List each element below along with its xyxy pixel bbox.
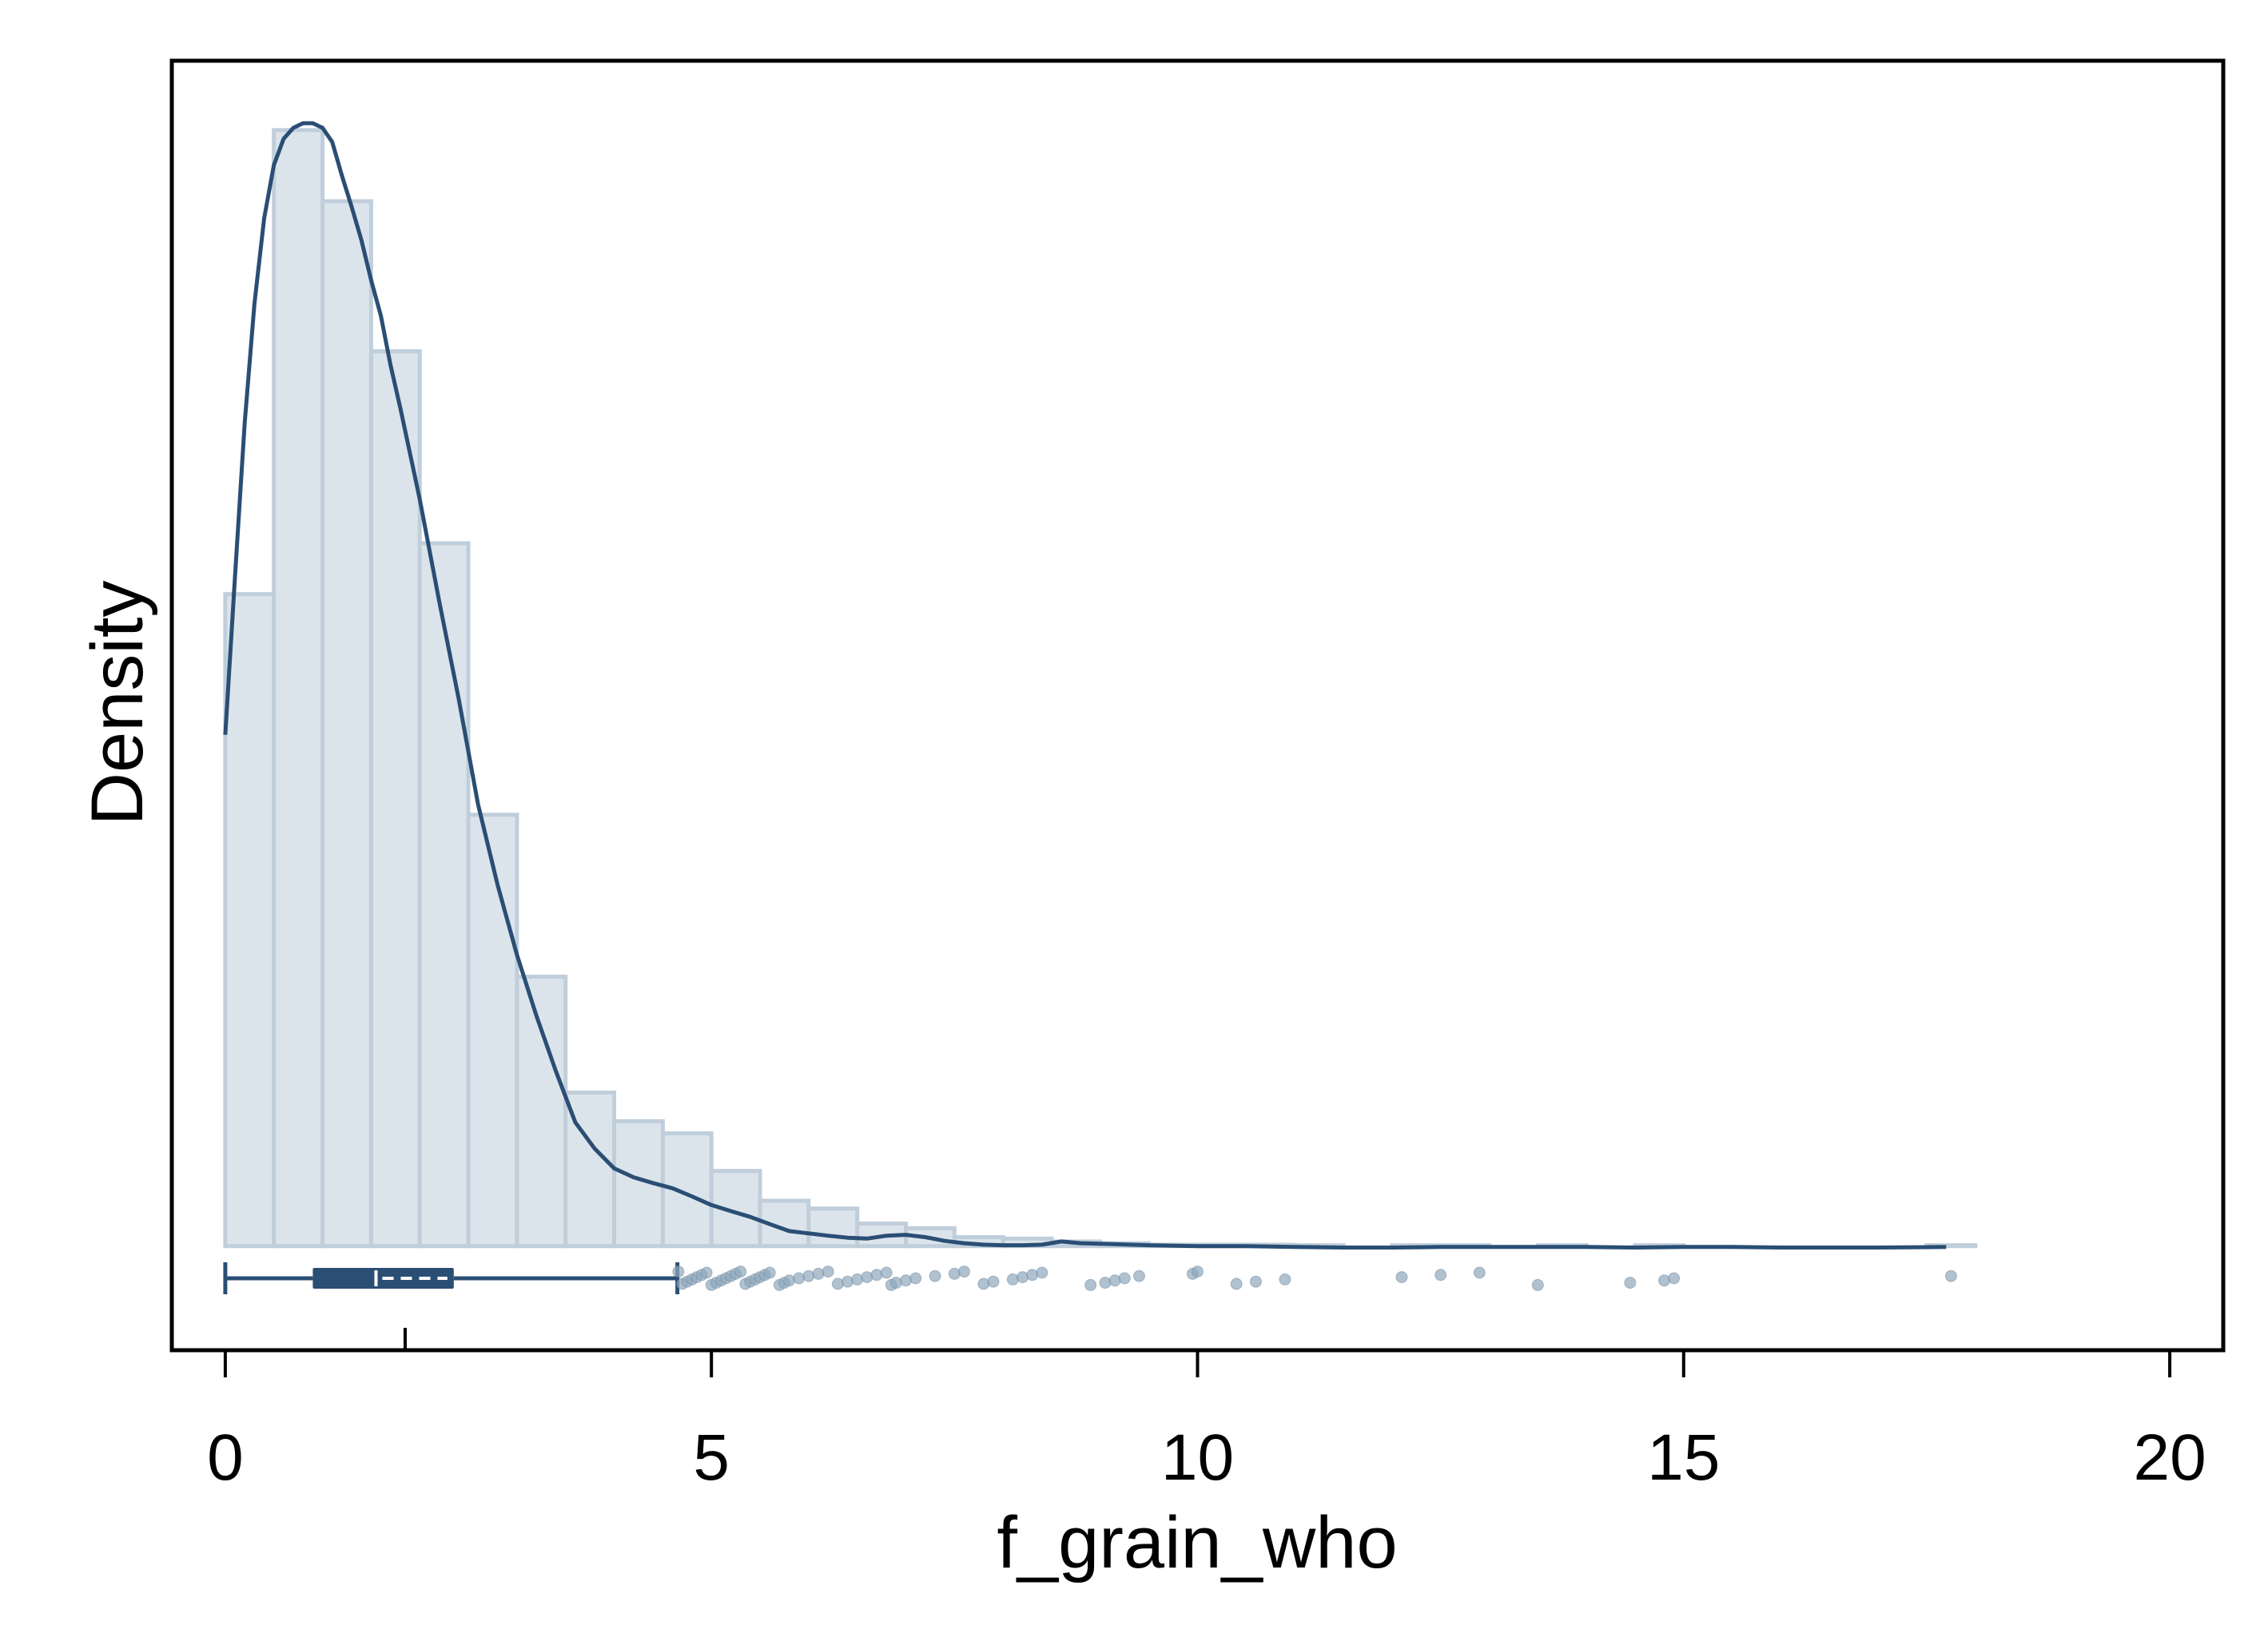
x-axis: 0 5 10 15 20 bbox=[207, 1350, 2206, 1494]
outlier-point-58 bbox=[1473, 1266, 1486, 1279]
outlier-point-52 bbox=[1192, 1266, 1204, 1278]
x-tick-label-15: 15 bbox=[1647, 1421, 1720, 1494]
y-axis-title: Density bbox=[77, 581, 158, 826]
x-tick-label-5: 5 bbox=[693, 1421, 730, 1494]
outlier-point-61 bbox=[1657, 1274, 1670, 1287]
histogram-bar-12 bbox=[806, 1206, 860, 1249]
outlier-point-56 bbox=[1395, 1271, 1408, 1284]
outlier-point-23 bbox=[793, 1272, 806, 1285]
outlier-point-13 bbox=[734, 1266, 747, 1278]
histogram-bars bbox=[223, 128, 1978, 1249]
outlier-point-44 bbox=[1026, 1269, 1039, 1281]
outlier-point-36 bbox=[909, 1272, 922, 1285]
outlier-point-19 bbox=[763, 1266, 776, 1279]
x-tick-label-20: 20 bbox=[2133, 1421, 2206, 1494]
kde-curve bbox=[223, 121, 1947, 1250]
histogram-bar-2 bbox=[320, 199, 373, 1249]
outlier-point-26 bbox=[822, 1266, 834, 1278]
histogram-bar-5 bbox=[466, 813, 519, 1249]
outlier-point-25 bbox=[812, 1267, 825, 1280]
boxplot bbox=[223, 1262, 680, 1350]
x-tick-label-10: 10 bbox=[1161, 1421, 1234, 1494]
outlier-point-55 bbox=[1279, 1273, 1291, 1285]
outlier-point-27 bbox=[831, 1277, 844, 1290]
outlier-point-38 bbox=[948, 1267, 961, 1280]
outlier-point-34 bbox=[889, 1277, 902, 1289]
outlier-point-48 bbox=[1108, 1274, 1121, 1287]
outlier-point-0 bbox=[672, 1266, 685, 1278]
outlier-point-6 bbox=[700, 1266, 713, 1279]
outlier-point-30 bbox=[861, 1271, 873, 1284]
x-tick-label-0: 0 bbox=[207, 1421, 244, 1494]
outlier-point-41 bbox=[987, 1275, 1000, 1288]
outlier-point-54 bbox=[1249, 1275, 1262, 1288]
histogram-bar-0 bbox=[223, 592, 277, 1249]
outlier-point-47 bbox=[1099, 1277, 1112, 1289]
outlier-point-53 bbox=[1230, 1277, 1243, 1290]
outlier-point-50 bbox=[1133, 1270, 1146, 1282]
outlier-point-43 bbox=[1017, 1271, 1029, 1284]
outlier-point-39 bbox=[958, 1266, 971, 1278]
outlier-points bbox=[672, 1266, 1957, 1291]
outlier-point-22 bbox=[783, 1274, 796, 1287]
outlier-point-28 bbox=[842, 1275, 854, 1288]
kde-line bbox=[223, 121, 1947, 1250]
histogram-bar-9 bbox=[660, 1131, 714, 1249]
outlier-point-46 bbox=[1084, 1278, 1097, 1291]
outlier-point-37 bbox=[929, 1270, 941, 1282]
outlier-point-59 bbox=[1531, 1278, 1544, 1291]
histogram-bar-1 bbox=[272, 128, 325, 1249]
x-axis-title: f_grain_who bbox=[997, 1502, 1397, 1583]
histogram-bar-3 bbox=[368, 349, 422, 1249]
outlier-point-62 bbox=[1668, 1272, 1681, 1285]
histogram-bar-4 bbox=[417, 541, 471, 1249]
outlier-point-42 bbox=[1006, 1273, 1019, 1285]
histogram-bar-6 bbox=[515, 974, 568, 1249]
outlier-point-63 bbox=[1944, 1270, 1957, 1282]
outlier-point-60 bbox=[1624, 1277, 1637, 1289]
outlier-point-31 bbox=[870, 1269, 883, 1281]
outlier-point-29 bbox=[851, 1273, 864, 1285]
outlier-point-32 bbox=[880, 1266, 893, 1279]
outlier-point-57 bbox=[1434, 1269, 1447, 1281]
outlier-point-35 bbox=[900, 1274, 913, 1287]
outlier-point-24 bbox=[802, 1270, 815, 1282]
outlier-point-40 bbox=[977, 1277, 990, 1290]
outlier-point-45 bbox=[1036, 1266, 1048, 1279]
outlier-point-49 bbox=[1118, 1272, 1131, 1285]
